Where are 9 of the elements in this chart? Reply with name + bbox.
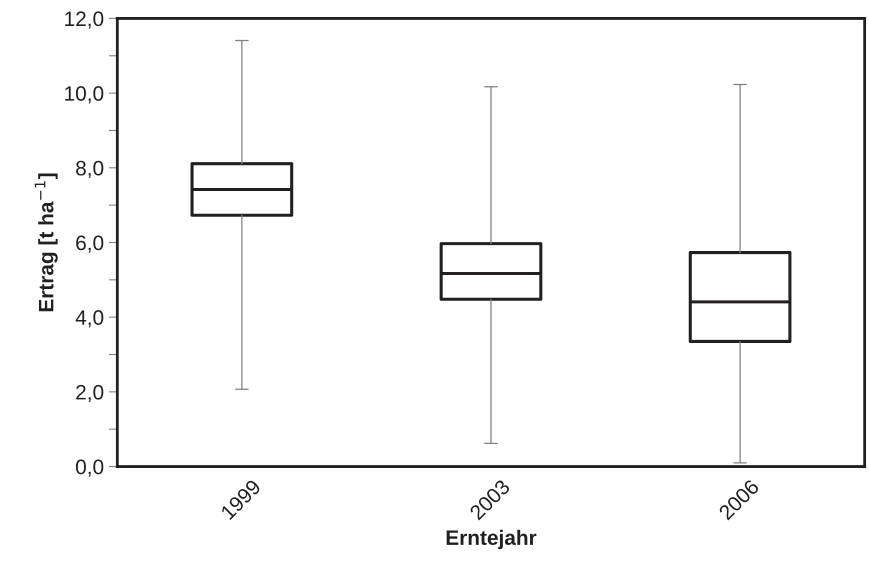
y-tick-label: 12,0 xyxy=(65,11,104,29)
y-tick-label: 2,0 xyxy=(76,384,104,402)
y-tick-label: 4,0 xyxy=(76,310,104,328)
y-tick-label: 6,0 xyxy=(76,235,104,253)
y-tick-label: 0,0 xyxy=(76,460,104,477)
x-axis-title: Erntejahr xyxy=(446,530,536,550)
y-tick-label: 10,0 xyxy=(65,86,104,104)
y-axis-title: Ertrag [t ha$^{−1}$] xyxy=(34,174,58,312)
y-tick-label: 8,0 xyxy=(76,160,104,178)
